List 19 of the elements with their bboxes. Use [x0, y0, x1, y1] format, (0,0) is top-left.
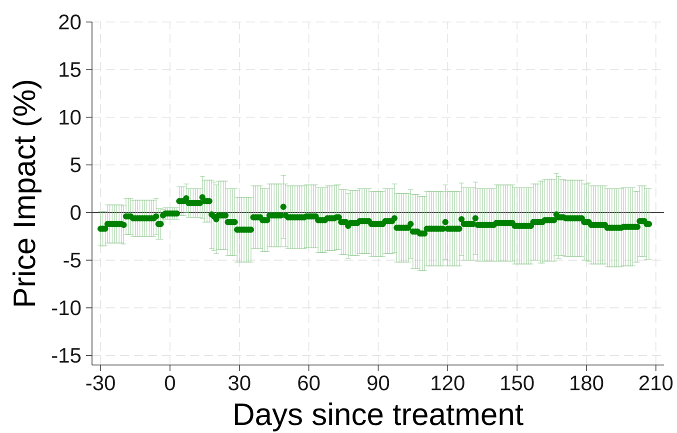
- y-tick-label: 15: [60, 62, 81, 77]
- y-tick-label: -15: [52, 348, 81, 363]
- x-tick-label: 180: [570, 376, 604, 390]
- x-tick-label: 90: [368, 376, 390, 390]
- x-tick-label: -30: [86, 376, 115, 390]
- y-tick-label: 20: [59, 14, 81, 30]
- y-tick-label: 0: [70, 205, 81, 220]
- x-tick-label: 150: [501, 376, 534, 390]
- y-tick-label: 5: [70, 158, 81, 172]
- y-axis-title: Price Impact (%): [12, 80, 42, 306]
- y-tick-label: 10: [60, 110, 81, 125]
- x-tick-label: 0: [164, 376, 175, 390]
- x-tick-label: 60: [298, 376, 320, 390]
- x-tick-label: 30: [228, 376, 250, 390]
- x-tick-label: 210: [639, 376, 673, 390]
- x-axis-title: Days since treatment: [234, 402, 524, 432]
- x-tick-label: 120: [432, 376, 464, 390]
- y-tick-label: -10: [52, 300, 81, 316]
- y-tick-label: -5: [64, 252, 81, 268]
